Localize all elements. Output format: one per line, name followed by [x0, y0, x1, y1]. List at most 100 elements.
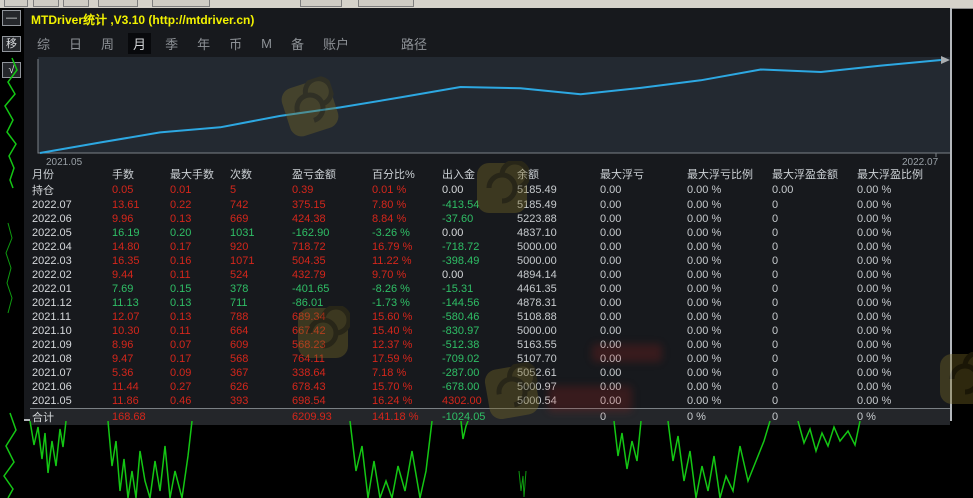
cell: 0.00: [600, 241, 622, 253]
tab-月[interactable]: 月: [128, 32, 152, 54]
tab-备[interactable]: 备: [290, 36, 304, 52]
tab-周[interactable]: 周: [101, 36, 115, 52]
cell: 0.46: [170, 395, 192, 407]
table-row: 2021.12 11.13 0.13 711 -86.01 -1.73 % -144.56 4…: [30, 296, 950, 310]
cell: 0: [772, 227, 779, 239]
cell: -144.56: [442, 297, 480, 309]
table-row: 2022.07 13.61 0.22 742 375.15 7.80 % -413.54 51…: [30, 198, 950, 212]
cell: 0.07: [170, 339, 192, 351]
cell: 764.11: [292, 353, 325, 365]
tab-综[interactable]: 综: [37, 36, 51, 52]
toolbar-button-stub[interactable]: [300, 0, 342, 7]
cell: 5000.97: [517, 381, 557, 393]
total-row: 合计 168.68 6209.93 141.18 % -1024.05 0 0 % 0 0 %: [30, 408, 950, 425]
cell: 667.42: [292, 325, 326, 337]
cell: -830.97: [442, 325, 480, 337]
column-header: 最大浮盈金额: [772, 169, 838, 181]
row-label: 2022.05: [32, 227, 72, 239]
cell: -3.26 %: [372, 227, 410, 239]
tab-日[interactable]: 日: [69, 36, 83, 52]
check-button[interactable]: √: [2, 62, 21, 78]
cell: 16.35: [112, 255, 140, 267]
cell: 5107.70: [517, 353, 557, 365]
tab-币[interactable]: 币: [229, 36, 243, 52]
cell: 9.44: [112, 269, 134, 281]
table-row: 2022.01 7.69 0.15 378 -401.65 -8.26 % -15.31 44…: [30, 282, 950, 296]
equity-line: [39, 59, 942, 154]
move-button[interactable]: 移: [2, 36, 21, 52]
cell: 0: [772, 241, 779, 253]
toolbar-button-stub[interactable]: [4, 0, 28, 7]
cell: 15.60 %: [372, 311, 413, 323]
minimize-button[interactable]: —: [2, 10, 21, 26]
toolbar-button-stub[interactable]: [152, 0, 210, 7]
cell: 0 %: [687, 411, 706, 423]
column-header: 次数: [230, 169, 252, 181]
cell: 788: [230, 311, 249, 323]
cell: 8.96: [112, 339, 134, 351]
cell: 711: [230, 297, 248, 309]
cell: 0.20: [170, 227, 192, 239]
column-header: 余额: [517, 169, 539, 181]
tab-账户[interactable]: 账户: [322, 36, 349, 52]
cell: 5: [230, 184, 237, 196]
cell: 0.15: [170, 283, 192, 295]
cell: -162.90: [292, 227, 330, 239]
row-label: 2021.05: [32, 395, 72, 407]
tab-M[interactable]: M: [261, 35, 272, 51]
cell: 5185.49: [517, 184, 557, 196]
cell: 338.64: [292, 367, 326, 379]
cell: 5.36: [112, 367, 134, 379]
tab-年[interactable]: 年: [197, 36, 211, 52]
table-row: 2022.02 9.44 0.11 524 432.79 9.70 % 0.00 4894.1…: [30, 268, 950, 282]
cell: 0 %: [857, 411, 876, 423]
cell: 0.17: [170, 353, 192, 365]
cell: 0.00 %: [857, 269, 892, 281]
toolbar-button-stub[interactable]: [63, 0, 89, 7]
period-tab-bar: 综 日 周月季 年 币 M 备 账户 路径: [32, 32, 441, 54]
cell: 0: [772, 255, 779, 267]
row-label: 持仓: [32, 185, 54, 197]
cell: 0: [600, 411, 607, 423]
table-row: 2021.05 11.86 0.46 393 698.54 16.24 % 4302.00 5…: [30, 394, 950, 409]
table-row: 2021.07 5.36 0.09 367 338.64 7.18 % -287.00 505…: [30, 366, 950, 380]
cell: 0.00 %: [857, 283, 892, 295]
cell: 0.00 %: [687, 241, 722, 253]
cell: 0.00 %: [857, 297, 892, 309]
cell: 742: [230, 199, 249, 211]
cell: 0.00: [600, 269, 622, 281]
cell: 0.00: [600, 213, 622, 225]
cell: 16.24 %: [372, 395, 413, 407]
tab-路径[interactable]: 路径: [400, 36, 427, 52]
row-label: 2022.07: [32, 199, 72, 211]
toolbar-button-stub[interactable]: [98, 0, 138, 7]
cell: 504.35: [292, 255, 326, 267]
cell: 0: [772, 381, 779, 393]
equity-curve-chart: 2021.05 2022.07: [37, 56, 950, 168]
background-price-line-left: [3, 57, 18, 498]
column-header: 盈亏金额: [292, 169, 336, 181]
cell: 0.00: [600, 297, 622, 309]
cell: 5052.61: [517, 367, 557, 379]
cell: 609: [230, 339, 249, 351]
cell: 0.00 %: [687, 311, 722, 323]
toolbar-button-stub[interactable]: [33, 0, 59, 7]
cell: 0.00 %: [687, 255, 722, 267]
cell: 0.39: [292, 184, 314, 196]
tab-季[interactable]: 季: [165, 36, 179, 52]
row-label: 2021.09: [32, 339, 72, 351]
cell: 0: [772, 411, 779, 423]
cell: 4461.35: [517, 283, 557, 295]
cell: 11.13: [112, 297, 139, 309]
toolbar-button-stub[interactable]: [358, 0, 414, 7]
cell: 0.00: [442, 269, 464, 281]
cell: -580.46: [442, 311, 480, 323]
cell: 0.00 %: [687, 213, 722, 225]
panel-title: MTDriver统计 ,V3.10 (http://mtdriver.cn): [31, 13, 255, 27]
cell: 0: [772, 297, 779, 309]
column-header: 最大浮盈比例: [857, 169, 923, 181]
cell: 12.37 %: [372, 339, 413, 351]
cell: 5163.55: [517, 339, 557, 351]
background-price-spikes-bottom: [29, 421, 861, 498]
x-axis-label-right: 2022.07: [902, 157, 939, 168]
